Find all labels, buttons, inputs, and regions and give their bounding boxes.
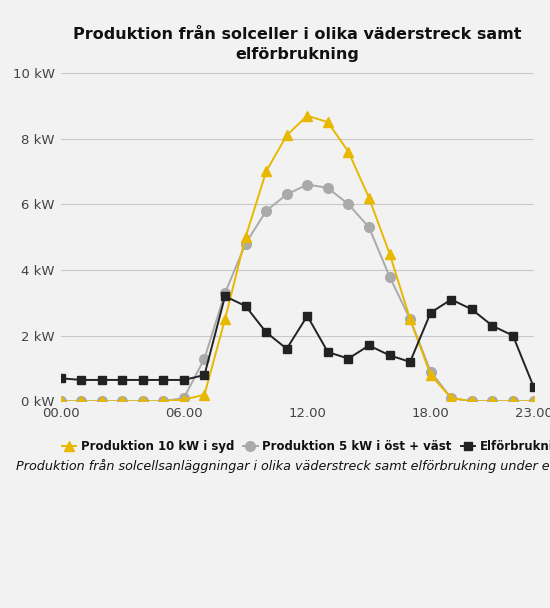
Legend: Produktion 10 kW i syd, Produktion 5 kW i öst + väst, Elförbrukning: Produktion 10 kW i syd, Produktion 5 kW … bbox=[62, 440, 550, 453]
Title: Produktion från solceller i olika väderstreck samt
elförbrukning: Produktion från solceller i olika väders… bbox=[73, 27, 521, 62]
Text: Produktion från solcellsanläggningar i olika väderstreck samt elförbrukning unde: Produktion från solcellsanläggningar i o… bbox=[16, 459, 550, 473]
